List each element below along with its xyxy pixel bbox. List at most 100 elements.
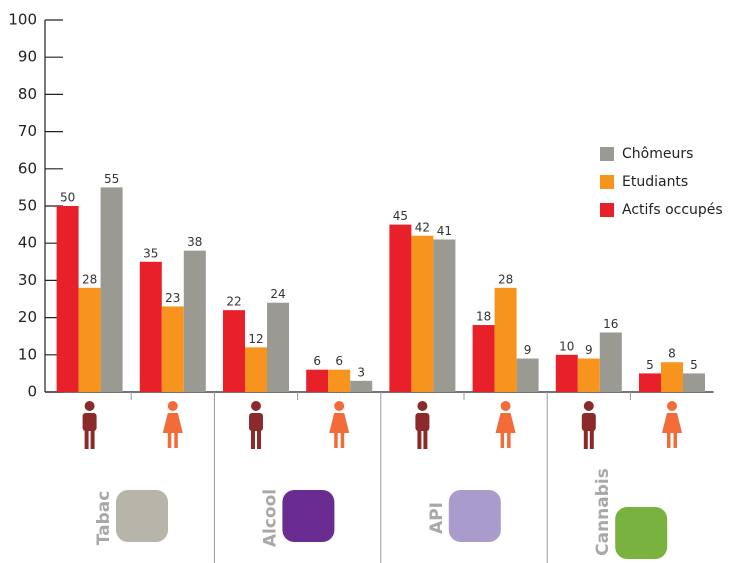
bar [161,306,184,392]
icon-leg [507,433,511,448]
y-tick-label: 0 [27,383,37,401]
icon-head [334,401,345,411]
male-icon [415,401,430,449]
icon-leg [423,428,428,449]
data-label: 28 [82,272,97,286]
group-label: Cannabis [593,468,613,556]
data-label: 16 [603,317,618,331]
icon-leg [417,428,422,449]
icon-leg [257,428,261,449]
bar [245,347,267,392]
legend-label: Actifs occupés [622,202,723,218]
bar [223,310,245,392]
icon-head [84,401,95,411]
legend-swatch [600,147,614,161]
icon-head [417,401,428,411]
bar [683,373,705,392]
icon-body [329,413,350,433]
icon-leg [334,433,338,448]
icon-body [249,413,263,431]
male-icon [581,401,596,449]
data-label: 3 [357,365,365,379]
data-label: 50 [60,191,75,205]
icon-leg [667,433,671,448]
data-label: 12 [248,332,263,346]
bar [350,380,373,392]
y-tick-label: 100 [8,11,37,29]
group-icon [282,490,335,542]
y-tick-label: 40 [18,234,37,252]
bar [472,325,495,392]
icon-leg [174,433,178,448]
icon-body [415,413,430,431]
group-label: Alcool [260,489,280,547]
icon-body [82,413,97,431]
icon-leg [251,428,255,449]
bar [433,239,456,392]
group-label: API [427,502,447,534]
female-icon [662,401,682,448]
female-icon [329,401,350,448]
y-tick-label: 20 [18,308,37,326]
data-label: 5 [646,358,654,372]
icon-leg [583,428,588,449]
icon-head [583,401,594,411]
group-label: Tabac [94,491,114,546]
icon-head [251,401,261,411]
bar [139,261,162,392]
icon-head [167,401,178,411]
y-tick-label: 50 [18,197,37,215]
male-icon [249,401,263,449]
data-label: 6 [313,354,321,368]
data-label: 18 [476,310,491,324]
data-label: 9 [585,343,593,357]
group-icon [116,490,168,542]
bar [389,224,412,392]
data-label: 8 [668,347,676,361]
icon-leg [340,433,345,448]
icon-head [500,401,511,411]
bar [555,354,578,392]
data-label: 23 [165,291,180,305]
bar [494,287,517,392]
data-label: 28 [498,272,513,286]
bar [183,250,206,392]
male-icon [82,401,97,449]
y-tick-label: 80 [18,85,37,103]
icon-head [667,401,677,411]
group-icon [448,490,501,542]
bar [328,369,351,392]
data-label: 5 [690,358,698,372]
legend-label: Etudiants [622,174,688,190]
data-label: 22 [226,295,241,309]
data-label: 38 [187,235,202,249]
female-icon [495,401,516,448]
bar [599,332,622,392]
y-tick-label: 30 [18,271,37,289]
bar [411,235,434,392]
legend-swatch [600,203,614,217]
icon-leg [84,428,89,449]
icon-leg [589,428,594,449]
bar [78,287,101,392]
bar [516,358,539,392]
bar [639,373,661,392]
bar [56,206,79,392]
y-tick-label: 60 [18,159,37,177]
data-label: 45 [393,209,408,223]
bar [661,362,683,392]
data-label: 55 [104,172,119,186]
bar [577,358,600,392]
data-label: 42 [415,220,430,234]
legend-label: Chômeurs [622,146,693,162]
data-label: 41 [437,224,452,238]
y-tick-label: 70 [18,122,37,140]
icon-leg [90,428,95,449]
icon-body [162,413,183,433]
y-tick-label: 90 [18,48,37,66]
icon-body [662,413,682,433]
bar [306,369,329,392]
data-label: 35 [143,246,158,260]
legend-swatch [600,175,614,189]
